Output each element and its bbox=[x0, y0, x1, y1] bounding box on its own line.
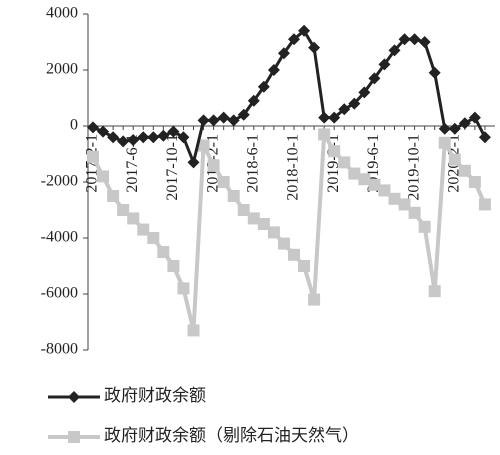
point bbox=[478, 198, 491, 211]
point bbox=[237, 108, 250, 121]
point bbox=[358, 173, 371, 186]
point bbox=[388, 192, 401, 205]
point bbox=[217, 176, 230, 188]
y-tick-label: 0 bbox=[70, 117, 78, 134]
point bbox=[348, 167, 361, 180]
point bbox=[68, 391, 80, 403]
point bbox=[468, 176, 481, 188]
x-tick-label: 2017-10-1 bbox=[164, 134, 181, 201]
point bbox=[207, 159, 220, 172]
point bbox=[298, 24, 311, 37]
point bbox=[288, 248, 300, 261]
point bbox=[267, 64, 280, 76]
point bbox=[257, 218, 270, 230]
point bbox=[68, 431, 80, 443]
legend-label: 政府财政余额（剔除石油天然气） bbox=[104, 426, 359, 445]
point bbox=[428, 285, 441, 298]
point bbox=[458, 117, 471, 130]
point bbox=[298, 260, 311, 272]
y-tick-label: -8000 bbox=[41, 341, 78, 358]
point bbox=[137, 223, 150, 236]
point bbox=[247, 94, 260, 107]
point bbox=[247, 212, 260, 225]
y-tick-label: -2000 bbox=[41, 173, 78, 190]
point bbox=[107, 131, 120, 144]
point bbox=[318, 111, 331, 124]
point bbox=[187, 324, 200, 337]
point bbox=[87, 150, 99, 163]
point bbox=[157, 246, 170, 258]
point bbox=[87, 121, 99, 134]
point bbox=[147, 131, 160, 144]
point bbox=[438, 136, 451, 149]
point bbox=[288, 33, 300, 46]
point bbox=[398, 33, 411, 46]
point bbox=[308, 41, 321, 54]
point bbox=[338, 156, 351, 169]
y-tick-label: -6000 bbox=[41, 285, 78, 302]
point bbox=[147, 232, 160, 244]
point bbox=[177, 282, 190, 295]
point bbox=[127, 134, 140, 146]
point bbox=[368, 72, 381, 85]
point bbox=[237, 204, 250, 216]
point bbox=[257, 80, 270, 93]
point bbox=[197, 114, 210, 127]
point bbox=[368, 178, 381, 191]
point bbox=[478, 131, 491, 144]
point bbox=[197, 139, 210, 152]
point bbox=[318, 128, 331, 141]
point bbox=[448, 122, 461, 135]
point bbox=[107, 190, 120, 202]
point bbox=[418, 220, 431, 233]
point bbox=[167, 125, 180, 138]
y-tick-label: 2000 bbox=[46, 61, 78, 78]
point bbox=[378, 184, 391, 197]
y-tick-label: -4000 bbox=[41, 229, 78, 246]
point bbox=[277, 47, 290, 60]
point bbox=[308, 293, 321, 306]
x-tick-label: 2017-2-1 bbox=[84, 134, 101, 193]
x-tick-label: 2018-6-1 bbox=[244, 134, 261, 193]
point bbox=[468, 111, 481, 124]
point bbox=[277, 237, 290, 250]
point bbox=[388, 44, 401, 57]
point bbox=[207, 114, 220, 127]
y-tick-label: 4000 bbox=[46, 5, 78, 22]
point bbox=[117, 135, 130, 148]
point bbox=[227, 190, 240, 202]
point bbox=[267, 226, 280, 239]
point bbox=[157, 129, 170, 142]
point bbox=[97, 170, 110, 183]
point bbox=[227, 114, 240, 127]
x-tick-label: 2019-10-1 bbox=[405, 134, 422, 201]
point bbox=[448, 153, 461, 166]
point bbox=[328, 145, 341, 158]
point bbox=[177, 131, 190, 144]
x-tick-label: 2018-10-1 bbox=[285, 134, 302, 201]
legend-label: 政府财政余额 bbox=[104, 386, 206, 405]
point bbox=[358, 86, 371, 99]
point bbox=[378, 58, 391, 71]
point bbox=[117, 204, 130, 216]
point bbox=[408, 206, 421, 219]
point bbox=[418, 36, 431, 48]
point bbox=[328, 111, 341, 124]
point bbox=[127, 212, 140, 225]
x-tick-label: 2017-6-1 bbox=[124, 134, 141, 193]
point bbox=[348, 97, 361, 110]
point bbox=[97, 125, 110, 138]
point bbox=[438, 122, 451, 135]
point bbox=[137, 131, 150, 144]
point bbox=[338, 103, 351, 116]
point bbox=[187, 156, 200, 169]
point bbox=[458, 164, 471, 177]
point bbox=[167, 260, 180, 272]
point bbox=[408, 33, 421, 46]
point bbox=[428, 66, 441, 79]
point bbox=[217, 111, 230, 124]
point bbox=[398, 198, 411, 211]
